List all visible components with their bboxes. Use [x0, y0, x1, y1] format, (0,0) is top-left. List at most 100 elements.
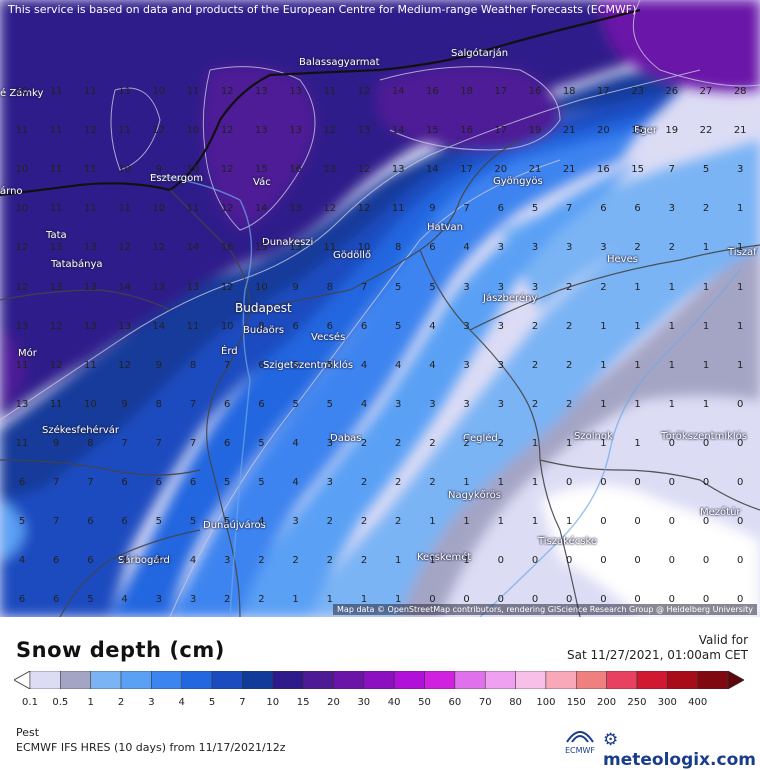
grid-value: 11 [49, 86, 63, 97]
grid-value: 13 [84, 242, 97, 254]
grid-value: 0 [600, 555, 607, 567]
grid-value: 7 [155, 437, 162, 449]
colorbar-swatch [515, 671, 547, 689]
colorbar-swatch [211, 671, 243, 689]
meteologix-logo[interactable]: ⚙ meteologix.com [603, 730, 760, 770]
grid-value: 2 [258, 555, 265, 567]
grid-value: 1 [292, 594, 299, 606]
grid-value: 11 [49, 164, 63, 176]
colorbar-tick-label: 60 [448, 697, 462, 708]
colorbar-tick-label: 50 [418, 697, 431, 708]
colorbar-tick-label: 10 [266, 697, 280, 708]
grid-value: 2 [668, 242, 675, 254]
grid-value: 2 [634, 242, 641, 254]
grid-value: 12 [220, 86, 234, 97]
grid-value: 0 [702, 594, 710, 606]
city-label: Balassagyarmat [299, 57, 380, 68]
snow-band-5 [110, 110, 660, 617]
grid-value: 12 [152, 242, 166, 254]
grid-value: 15 [255, 242, 268, 254]
grid-value: 13 [289, 242, 302, 254]
grid-value: 9 [53, 437, 60, 449]
grid-value: 6 [326, 320, 333, 332]
grid-value: 7 [53, 477, 60, 488]
grid-value: 7 [189, 398, 197, 410]
grid-value: 19 [528, 125, 542, 137]
grid-value: 1 [531, 477, 539, 488]
grid-value: 15 [631, 164, 644, 176]
grid-value: 6 [18, 477, 26, 488]
snow-band-30 [600, 0, 760, 92]
grid-value: 2 [531, 320, 539, 332]
grid-value: 1 [668, 398, 675, 410]
grid-value: 9 [121, 398, 128, 410]
city-label: Nagykőrös [448, 490, 502, 501]
colorbar-tick-label: 1 [87, 697, 94, 708]
grid-value: 10 [15, 86, 29, 97]
grid-value: 5 [702, 164, 710, 176]
city-label: Törökszentmiklós [661, 431, 748, 442]
grid-value: 6 [155, 477, 162, 488]
colorbar-swatch [29, 671, 61, 689]
grid-value: 1 [737, 359, 744, 371]
legend-title: Snow depth (cm) [16, 638, 225, 662]
grid-value: 6 [87, 555, 94, 567]
grid-value: 6 [224, 398, 231, 410]
grid-value: 3 [497, 281, 504, 293]
grid-value: 6 [121, 516, 128, 528]
grid-value: 1 [702, 281, 710, 293]
grid-value: 0 [737, 594, 744, 606]
grid-value: 0 [737, 555, 744, 567]
grid-value: 0 [668, 477, 675, 488]
city-label: Tiszakécske [538, 536, 598, 547]
grid-value: 16 [426, 86, 439, 97]
grid-value: 11 [186, 203, 200, 215]
grid-value: 14 [426, 164, 439, 176]
rivers [149, 174, 741, 617]
grid-value: 27 [699, 86, 713, 97]
grid-value: 13 [255, 86, 268, 97]
grid-value: 2 [566, 359, 573, 371]
snow-band-1 [360, 240, 760, 617]
grid-value: 6 [600, 203, 607, 215]
grid-value: 3 [497, 242, 504, 254]
grid-value: 8 [258, 320, 265, 332]
colorbar-tick-label: 4 [178, 697, 185, 708]
grid-value: 10 [152, 203, 166, 215]
city-label: Salgótarján [451, 48, 509, 59]
borders [0, 8, 760, 617]
grid-value: 21 [562, 125, 576, 137]
grid-value: 13 [357, 125, 371, 137]
grid-value: 6 [292, 320, 299, 332]
grid-value: 7 [566, 203, 573, 215]
snow-band-3-edge [0, 500, 25, 560]
grid-value: 0 [531, 594, 539, 606]
grid-value: 1 [737, 242, 744, 254]
grid-value: 11 [323, 86, 337, 97]
ecmwf-disclaimer: This service is based on data and produc… [8, 3, 637, 16]
colorbar-swatch [333, 671, 365, 689]
city-label: Székesfehérvár [42, 425, 119, 436]
grid-value: 1 [702, 359, 710, 371]
grid-value: 11 [84, 164, 97, 176]
grid-value: 16 [460, 125, 473, 137]
grid-value: 12 [323, 125, 337, 137]
snow-band-20-north [376, 66, 560, 150]
ecmwf-logo[interactable]: ECMWF [560, 726, 600, 758]
grid-value: 4 [395, 359, 402, 371]
colorbar-max-arrow [727, 671, 744, 689]
grid-value: 13 [323, 164, 337, 176]
city-label: Gödöllő [333, 250, 372, 261]
model-run-info: ECMWF IFS HRES (10 days) from 11/17/2021… [16, 741, 286, 754]
city-label: árno [0, 186, 23, 197]
grid-value: 1 [566, 437, 573, 449]
city-label: Szigetszentmiklós [263, 360, 354, 371]
colorbar-tick-label: 15 [296, 697, 310, 708]
grid-value: 7 [224, 359, 231, 371]
grid-value: 15 [426, 125, 439, 137]
colorbar-tick-label: 80 [509, 697, 522, 708]
grid-value: 0 [600, 516, 607, 528]
grid-value: 2 [600, 281, 607, 293]
grid-value: 0 [634, 516, 641, 528]
city-label: Dabas [330, 433, 362, 444]
